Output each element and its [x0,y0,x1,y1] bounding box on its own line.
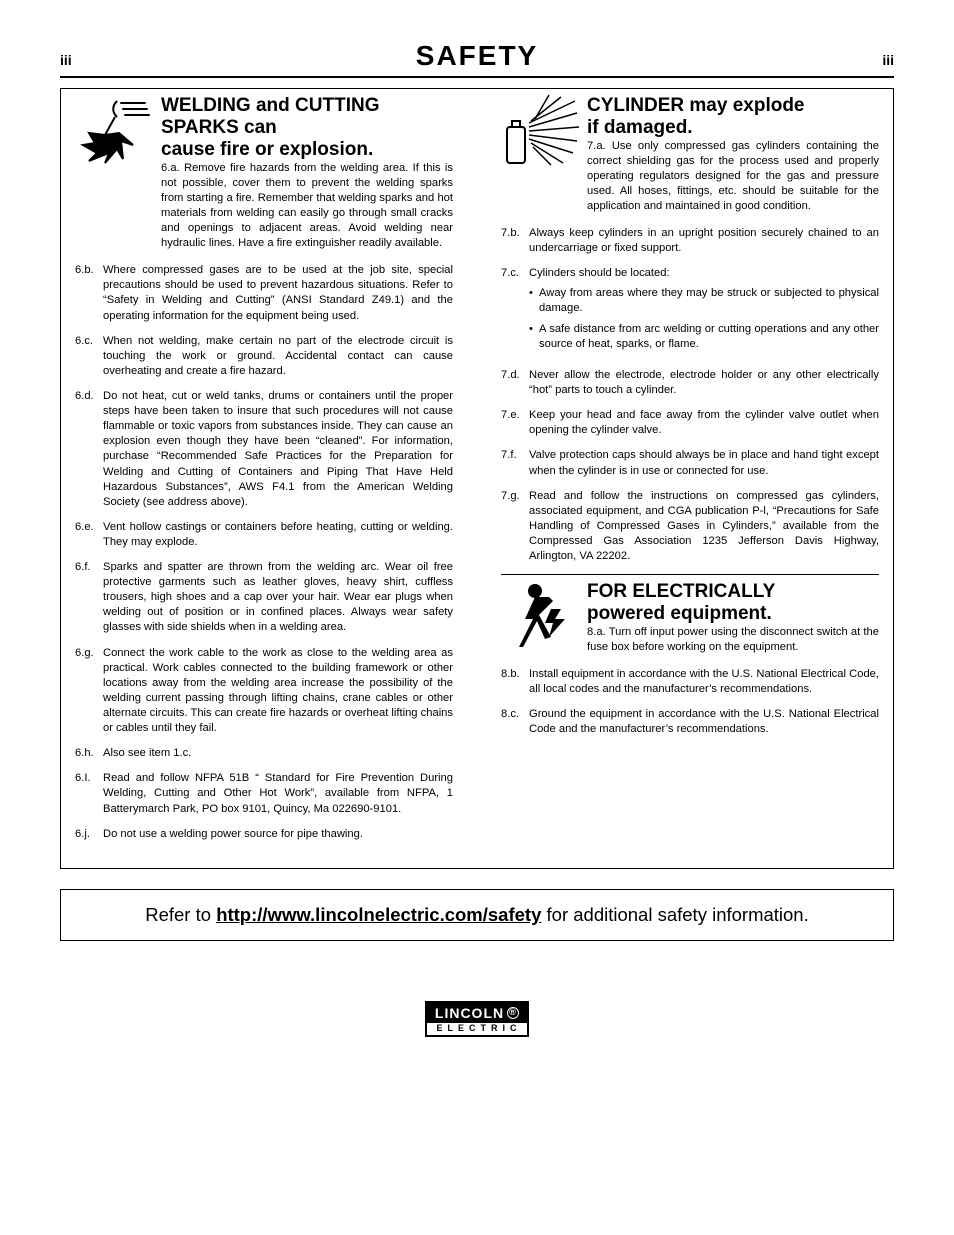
item-8a: 8.a. Turn off input power using the disc… [587,625,879,655]
refer-url: http://www.lincolnelectric.com/safety [216,904,541,925]
list-item: 6.c.When not welding, make certain no pa… [75,334,453,379]
list-item: 7.d.Never allow the electrode, electrode… [501,368,879,398]
list-item: 6.I.Read and follow NFPA 51B “ Standard … [75,771,453,816]
page-title: SAFETY [416,40,538,72]
page-header: iii SAFETY iii [60,40,894,78]
section6-header: WELDING and CUTTING SPARKS can cause fir… [75,95,453,261]
section6-title-line3: cause fire or explosion. [161,139,453,161]
section8-header: FOR ELECTRICALLY powered equipment. 8.a.… [501,574,879,665]
list-item: 7.c.Cylinders should be located:•Away fr… [501,266,879,358]
content-frame: WELDING and CUTTING SPARKS can cause fir… [60,88,894,869]
section7-title-line1: CYLINDER may explode [587,95,879,117]
list-item: 6.j.Do not use a welding power source fo… [75,827,453,842]
sparks-icon [75,95,155,165]
section8-title-line2: powered equipment. [587,603,879,625]
section7-items: 7.b.Always keep cylinders in an upright … [501,226,879,564]
page-number-right: iii [882,52,894,68]
section6-items: 6.b.Where compressed gases are to be use… [75,263,453,842]
item-7a: 7.a. Use only compressed gas cylinders c… [587,139,879,215]
list-item: 6.h.Also see item 1.c. [75,746,453,761]
left-column: WELDING and CUTTING SPARKS can cause fir… [61,95,467,852]
list-item: 6.d.Do not heat, cut or weld tanks, drum… [75,389,453,510]
refer-box: Refer to http://www.lincolnelectric.com/… [60,889,894,941]
section8-title-line1: FOR ELECTRICALLY [587,581,879,603]
list-item: 7.e.Keep your head and face away from th… [501,408,879,438]
section7-title-line2: if damaged. [587,117,879,139]
list-item: 7.f.Valve protection caps should always … [501,448,879,478]
electric-shock-icon [501,581,581,651]
logo-top-text: LINCOLN [435,1006,504,1020]
refer-prefix: Refer to [145,904,216,925]
list-item: 6.b.Where compressed gases are to be use… [75,263,453,323]
cylinder-explode-icon [501,95,581,165]
lincoln-electric-logo: LINCOLN ® ELECTRIC [425,1001,529,1037]
list-item: 6.f.Sparks and spatter are thrown from t… [75,560,453,636]
logo-bottom-text: ELECTRIC [427,1023,527,1035]
logo-registered-icon: ® [507,1007,519,1019]
list-item: 6.g.Connect the work cable to the work a… [75,646,453,737]
section6-title-line1: WELDING and CUTTING [161,95,453,117]
item-6a: 6.a. Remove fire hazards from the weldin… [161,161,453,252]
list-item: 7.g.Read and follow the instructions on … [501,489,879,565]
section6-title-line2: SPARKS can [161,117,453,139]
page-number-left: iii [60,52,72,68]
refer-suffix: for additional safety information. [541,904,808,925]
section7-header: CYLINDER may explode if damaged. 7.a. Us… [501,95,879,224]
list-item: 8.b.Install equipment in accordance with… [501,667,879,697]
right-column: CYLINDER may explode if damaged. 7.a. Us… [487,95,893,852]
logo-wrap: LINCOLN ® ELECTRIC [60,1001,894,1037]
list-item: 7.b.Always keep cylinders in an upright … [501,226,879,256]
section8-items: 8.b.Install equipment in accordance with… [501,667,879,737]
list-item: 6.e.Vent hollow castings or containers b… [75,520,453,550]
list-item: 8.c.Ground the equipment in accordance w… [501,707,879,737]
